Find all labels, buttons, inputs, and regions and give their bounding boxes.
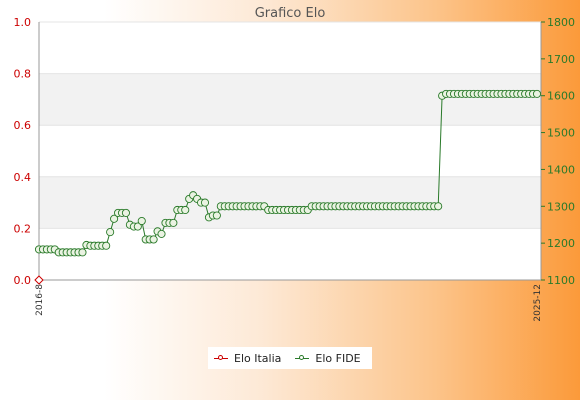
point-elo-fide[interactable] — [149, 235, 158, 244]
left-tick-label: 0.6 — [14, 119, 32, 132]
grid-bands — [39, 21, 541, 281]
legend-item-elo-italia[interactable]: Elo Italia — [214, 352, 281, 365]
legend-label-elo-italia: Elo Italia — [234, 351, 282, 365]
legend-item-elo-fide[interactable]: Elo FIDE — [295, 351, 361, 365]
left-axis-ticks: 0.0 0.2 0.4 0.6 0.8 1.0 — [14, 16, 32, 287]
point-elo-fide[interactable] — [434, 202, 443, 211]
left-tick-label: 0.8 — [14, 68, 32, 81]
right-tick-label: 1100 — [547, 274, 575, 287]
point-elo-fide[interactable] — [102, 241, 111, 250]
legend-swatch-elo-italia — [214, 354, 228, 360]
axes — [38, 22, 542, 281]
point-elo-fide[interactable] — [106, 228, 115, 237]
right-tick-label: 1800 — [547, 16, 575, 29]
x-tick-label-first: 2016-8 — [35, 284, 45, 316]
grid-band — [39, 176, 541, 229]
right-tick-label: 1700 — [547, 53, 575, 66]
x-tick-label-last: 2025-12 — [533, 284, 543, 322]
point-elo-fide[interactable] — [137, 216, 146, 226]
point-elo-fide[interactable] — [121, 208, 131, 217]
left-tick-label: 0.4 — [14, 171, 32, 184]
right-tick-label: 1500 — [547, 127, 575, 140]
point-elo-fide[interactable] — [110, 214, 119, 223]
legend-swatch-elo-fide — [295, 354, 310, 360]
point-elo-fide[interactable] — [157, 229, 166, 238]
left-tick-label: 1.0 — [14, 16, 32, 29]
series-layer — [34, 89, 542, 285]
point-elo-fide[interactable] — [169, 218, 178, 227]
right-tick-label: 1600 — [547, 90, 575, 103]
right-tick-label: 1200 — [547, 237, 575, 250]
point-elo-fide[interactable] — [78, 248, 87, 257]
left-tick-label: 0.2 — [14, 222, 32, 235]
x-axis-ticks: 2016-8 2025-12 — [35, 284, 543, 322]
left-tick-label: 0.0 — [14, 274, 32, 287]
point-elo-fide[interactable] — [212, 211, 221, 220]
point-elo-fide[interactable] — [200, 198, 210, 207]
chart-title: Grafico Elo — [255, 6, 326, 21]
grid-band — [39, 73, 541, 126]
point-elo-fide[interactable] — [181, 205, 190, 215]
legend-label-elo-fide: Elo FIDE — [315, 351, 361, 365]
right-tick-label: 1300 — [547, 200, 575, 213]
right-axis-ticks: 1100 1200 1300 1400 1500 1600 1700 1800 — [541, 16, 575, 287]
point-elo-fide[interactable] — [532, 89, 542, 98]
right-tick-label: 1400 — [547, 163, 575, 176]
point-elo-italia[interactable] — [34, 275, 44, 285]
point-elo-fide[interactable] — [133, 222, 142, 231]
legend: Elo Italia Elo FIDE — [208, 347, 372, 369]
plot-area — [39, 22, 541, 280]
